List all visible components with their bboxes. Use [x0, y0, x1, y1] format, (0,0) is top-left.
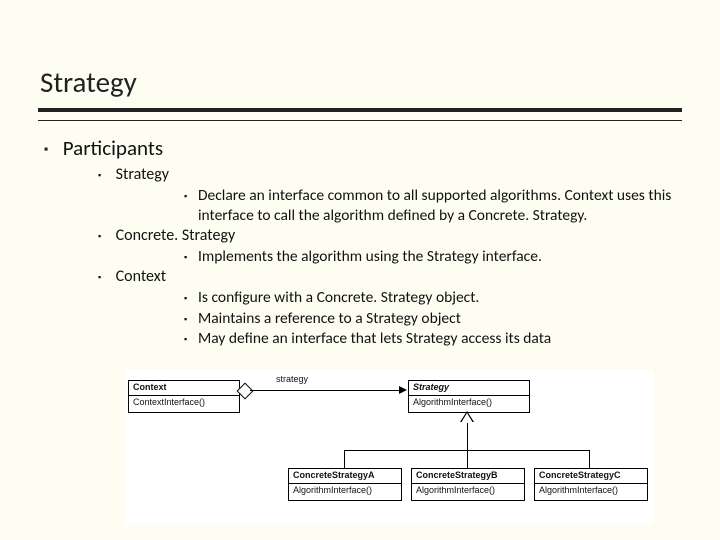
- uml-class-name: Strategy: [409, 381, 529, 396]
- uml-class-name: ConcreteStrategyC: [535, 469, 647, 484]
- uml-diagram: Context ContextInterface() Strategy Algo…: [126, 370, 654, 525]
- slide-title: Strategy: [38, 64, 682, 100]
- uml-class-op: AlgorithmInterface(): [289, 484, 401, 500]
- uml-class-concrete-b: ConcreteStrategyB AlgorithmInterface(): [411, 468, 525, 501]
- uml-class-concrete-c: ConcreteStrategyC AlgorithmInterface(): [534, 468, 648, 501]
- uml-gen-drop-a: [344, 450, 345, 468]
- uml-class-op: AlgorithmInterface(): [412, 484, 524, 500]
- uml-gen-stem2: [467, 432, 468, 450]
- lvl2-concrete: Concrete. Strategy Implements the algori…: [58, 226, 682, 266]
- lvl3-strategy-desc: Declare an interface common to all suppo…: [112, 186, 682, 225]
- lvl2-context: Context Is configure with a Concrete. St…: [58, 267, 682, 348]
- bullet-list: Participants Strategy Declare an interfa…: [38, 135, 682, 349]
- lvl3-context-3: May define an interface that lets Strate…: [112, 329, 682, 348]
- uml-arrowhead-icon: [399, 386, 407, 394]
- lvl3-strategy: Declare an interface common to all suppo…: [112, 186, 682, 225]
- uml-class-op: AlgorithmInterface(): [409, 396, 529, 412]
- lvl3-concrete: Implements the algorithm using the Strat…: [112, 247, 682, 266]
- lvl2-label: Concrete. Strategy: [116, 226, 236, 245]
- uml-gen-drop-b: [467, 450, 468, 468]
- uml-gen-drop-c: [589, 450, 590, 468]
- uml-class-strategy: Strategy AlgorithmInterface(): [408, 380, 530, 413]
- title-rule-thin: [38, 120, 682, 121]
- uml-role-label: strategy: [276, 374, 308, 384]
- lvl1-label: Participants: [63, 135, 163, 161]
- uml-gen-tri: [461, 413, 473, 423]
- uml-class-context: Context ContextInterface(): [128, 380, 240, 413]
- uml-class-op: AlgorithmInterface(): [535, 484, 647, 500]
- lvl3-concrete-impl: Implements the algorithm using the Strat…: [112, 247, 682, 266]
- uml-class-name: ConcreteStrategyA: [289, 469, 401, 484]
- uml-class-name: Context: [129, 381, 239, 396]
- uml-class-concrete-a: ConcreteStrategyA AlgorithmInterface(): [288, 468, 402, 501]
- lvl2-label: Context: [116, 267, 166, 286]
- lvl3-context-2: Maintains a reference to a Strategy obje…: [112, 309, 682, 328]
- uml-class-op: ContextInterface(): [129, 396, 239, 412]
- lvl2-list: Strategy Declare an interface common to …: [58, 165, 682, 348]
- lvl2-strategy: Strategy Declare an interface common to …: [58, 165, 682, 225]
- uml-class-name: ConcreteStrategyB: [412, 469, 524, 484]
- lvl3-context: Is configure with a Concrete. Strategy o…: [112, 288, 682, 348]
- lvl2-label: Strategy: [116, 165, 169, 184]
- uml-assoc-line: [250, 390, 400, 391]
- title-rule-thick: [38, 108, 682, 112]
- lvl3-context-1: Is configure with a Concrete. Strategy o…: [112, 288, 682, 307]
- slide: Strategy Participants Strategy Declare a…: [0, 0, 720, 540]
- lvl1-participants: Participants Strategy Declare an interfa…: [38, 135, 682, 349]
